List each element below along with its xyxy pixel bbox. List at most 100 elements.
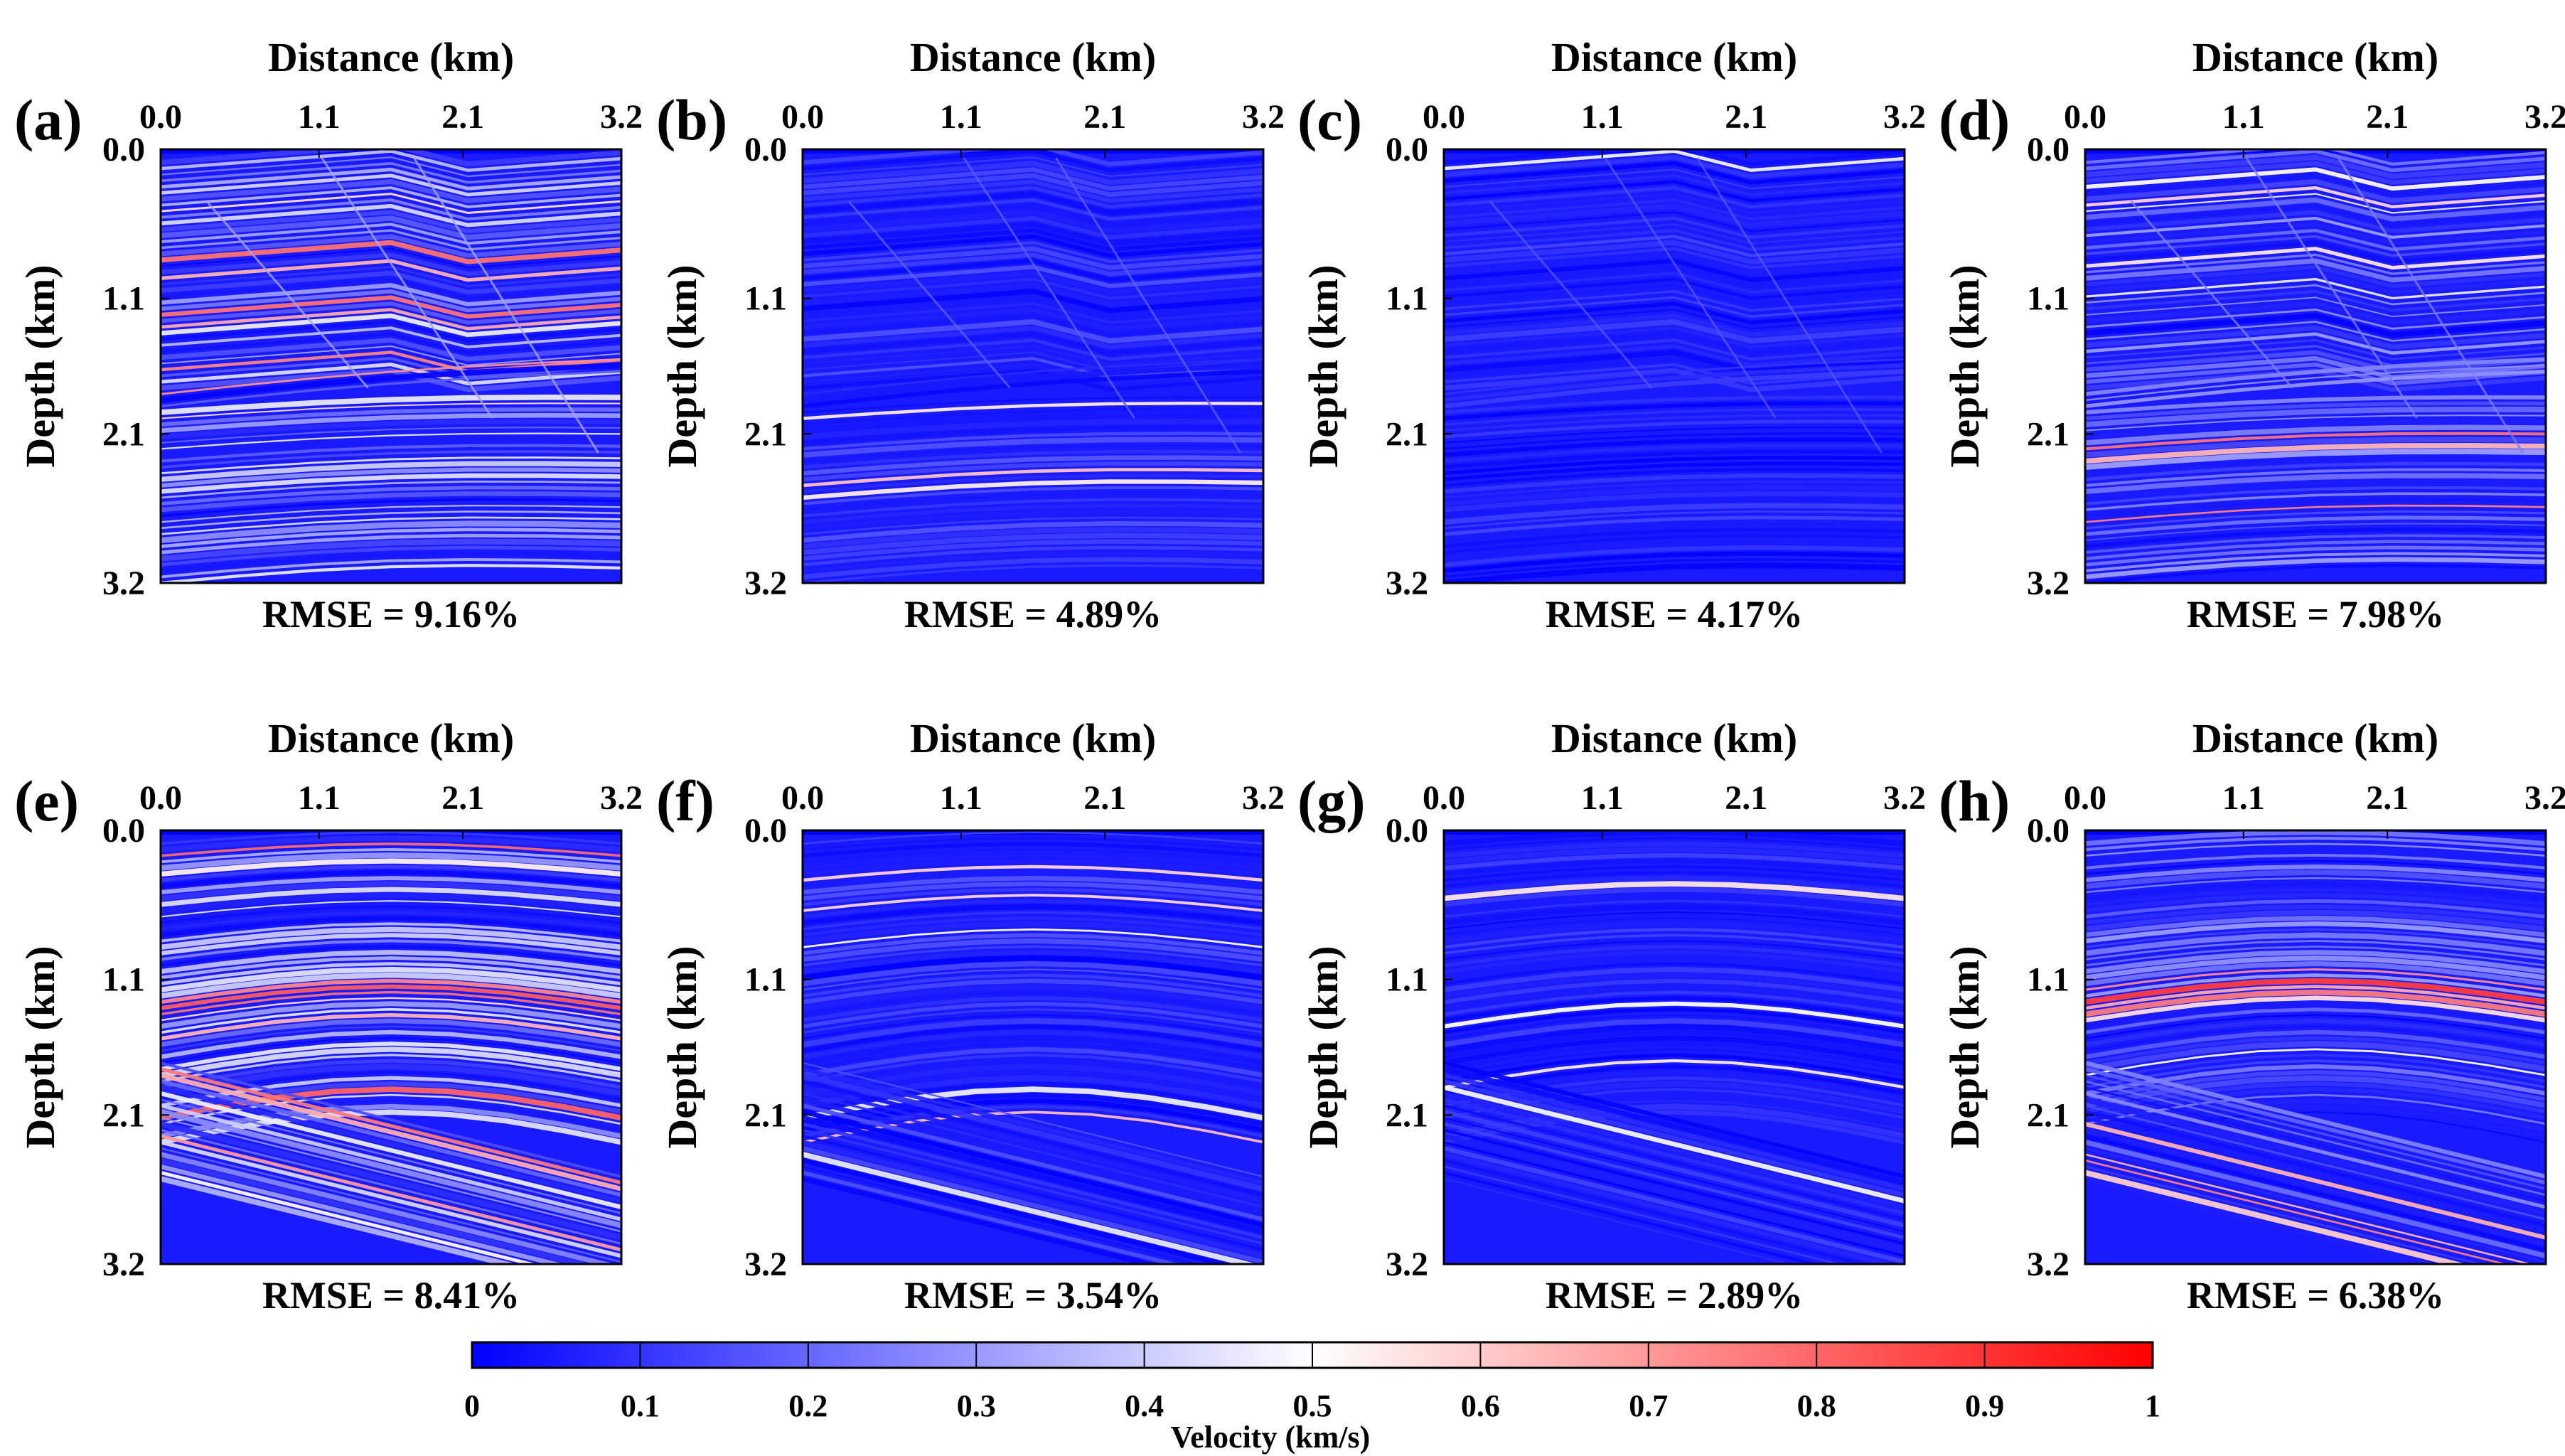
velocity-layer — [2085, 1061, 2546, 1179]
axes-frame — [801, 829, 1265, 1265]
velocity-layer — [161, 1071, 621, 1101]
y-tick-label: 1.1 — [744, 961, 787, 999]
velocity-layer — [161, 1093, 621, 1125]
velocity-layer — [161, 203, 621, 228]
x-tick-label: 1.1 — [298, 98, 341, 136]
velocity-layer — [1444, 290, 1905, 312]
velocity-layer — [161, 1099, 621, 1131]
velocity-layer — [803, 412, 1263, 434]
velocity-layer — [803, 881, 1263, 901]
velocity-layer — [2085, 877, 2546, 894]
velocity-layer — [2085, 864, 2546, 883]
velocity-layer — [1444, 1109, 1905, 1228]
velocity-layer — [161, 876, 621, 894]
velocity-layer — [803, 1135, 1263, 1251]
velocity-layer — [2085, 847, 2546, 864]
velocity-layer — [161, 557, 621, 579]
velocity-layer — [161, 887, 621, 907]
velocity-layer — [2085, 419, 2546, 439]
velocity-layer — [803, 277, 1263, 300]
axes-frame — [1442, 148, 1906, 584]
velocity-layer — [1444, 369, 1905, 409]
y-tick-label: 1.1 — [1386, 280, 1428, 318]
velocity-layer — [161, 962, 621, 986]
velocity-layer — [2085, 228, 2546, 252]
velocity-layer — [2085, 989, 2546, 1017]
velocity-layer — [2085, 401, 2546, 421]
panel-label: (h) — [1939, 769, 2010, 833]
velocity-layer — [161, 852, 621, 871]
velocity-layer — [1444, 198, 1905, 221]
velocity-layer — [161, 1103, 621, 1139]
velocity-layer — [2085, 842, 2546, 857]
velocity-layer — [803, 156, 1263, 178]
velocity-layer — [1444, 1152, 1897, 1264]
velocity-layer — [803, 831, 1263, 845]
y-tick-label: 0.0 — [2027, 131, 2069, 168]
velocity-layer — [161, 363, 621, 386]
x-tick-label: 3.2 — [1883, 779, 1926, 817]
velocity-layer — [1444, 1061, 1905, 1179]
velocity-layer — [803, 149, 1263, 173]
velocity-layer — [161, 283, 621, 307]
velocity-layer — [161, 370, 621, 408]
velocity-layer — [1444, 254, 1905, 275]
velocity-layer — [161, 167, 621, 191]
velocity-layer — [161, 332, 621, 355]
velocity-layer — [2085, 1109, 2546, 1228]
velocity-layer — [1444, 456, 1905, 476]
velocity-layer — [161, 357, 621, 379]
velocity-layer — [1444, 437, 1905, 458]
heatmap-image — [2085, 149, 2546, 583]
velocity-layer — [1444, 841, 1905, 858]
y-tick-label: 1.1 — [2027, 280, 2069, 318]
velocity-layer — [2085, 932, 2546, 956]
velocity-layer — [2085, 1002, 2546, 1027]
velocity-layer — [2085, 1048, 2546, 1076]
velocity-layer — [2085, 915, 2546, 938]
velocity-layer — [1444, 186, 1905, 209]
axes-frame — [801, 148, 1265, 584]
velocity-layer — [1444, 161, 1905, 185]
velocity-layer — [161, 978, 621, 1005]
velocity-layer — [803, 503, 1263, 524]
velocity-layer — [2085, 1075, 2546, 1108]
velocity-layer — [803, 461, 1263, 482]
velocity-layer — [161, 545, 621, 567]
velocity-layer — [2085, 504, 2546, 523]
velocity-layer — [803, 1081, 1263, 1114]
velocity-layer — [803, 368, 1263, 392]
colorbar-tick-label: 0.2 — [788, 1388, 828, 1423]
panel-label: (f) — [656, 769, 714, 833]
velocity-layer — [2085, 321, 2546, 342]
velocity-layer — [2085, 167, 2546, 191]
x-tick-label: 2.1 — [1725, 98, 1767, 136]
velocity-layer — [2085, 860, 2546, 875]
velocity-layer — [2085, 985, 2546, 1010]
velocity-layer — [803, 1098, 1263, 1133]
velocity-layer — [161, 1103, 621, 1221]
colorbar-tick-label: 0.9 — [1965, 1388, 2004, 1423]
rmse-label: RMSE = 7.98% — [2187, 593, 2444, 636]
velocity-layer — [1444, 154, 1905, 179]
velocity-layer — [803, 870, 1263, 888]
velocity-layer — [161, 295, 621, 319]
y-tick-label: 2.1 — [2027, 1096, 2069, 1134]
velocity-layer — [161, 1061, 621, 1178]
x-tick-label: 0.0 — [139, 779, 182, 817]
velocity-layer — [1444, 837, 1905, 851]
velocity-layer — [1444, 1042, 1905, 1071]
velocity-layer — [2085, 1087, 2546, 1120]
velocity-layer — [1444, 309, 1905, 330]
velocity-layer — [803, 864, 1263, 882]
x-tick-label: 2.1 — [2366, 98, 2409, 136]
velocity-layer — [1444, 533, 1905, 555]
y-tick-label: 3.2 — [1386, 564, 1428, 602]
x-tick-label: 2.1 — [1725, 779, 1767, 817]
velocity-layer — [2085, 154, 2546, 179]
x-tick-label: 3.2 — [1883, 98, 1926, 136]
velocity-layer — [161, 173, 621, 197]
velocity-layer — [803, 498, 1263, 518]
velocity-layer — [803, 1097, 1263, 1216]
velocity-layer — [803, 1079, 1263, 1197]
